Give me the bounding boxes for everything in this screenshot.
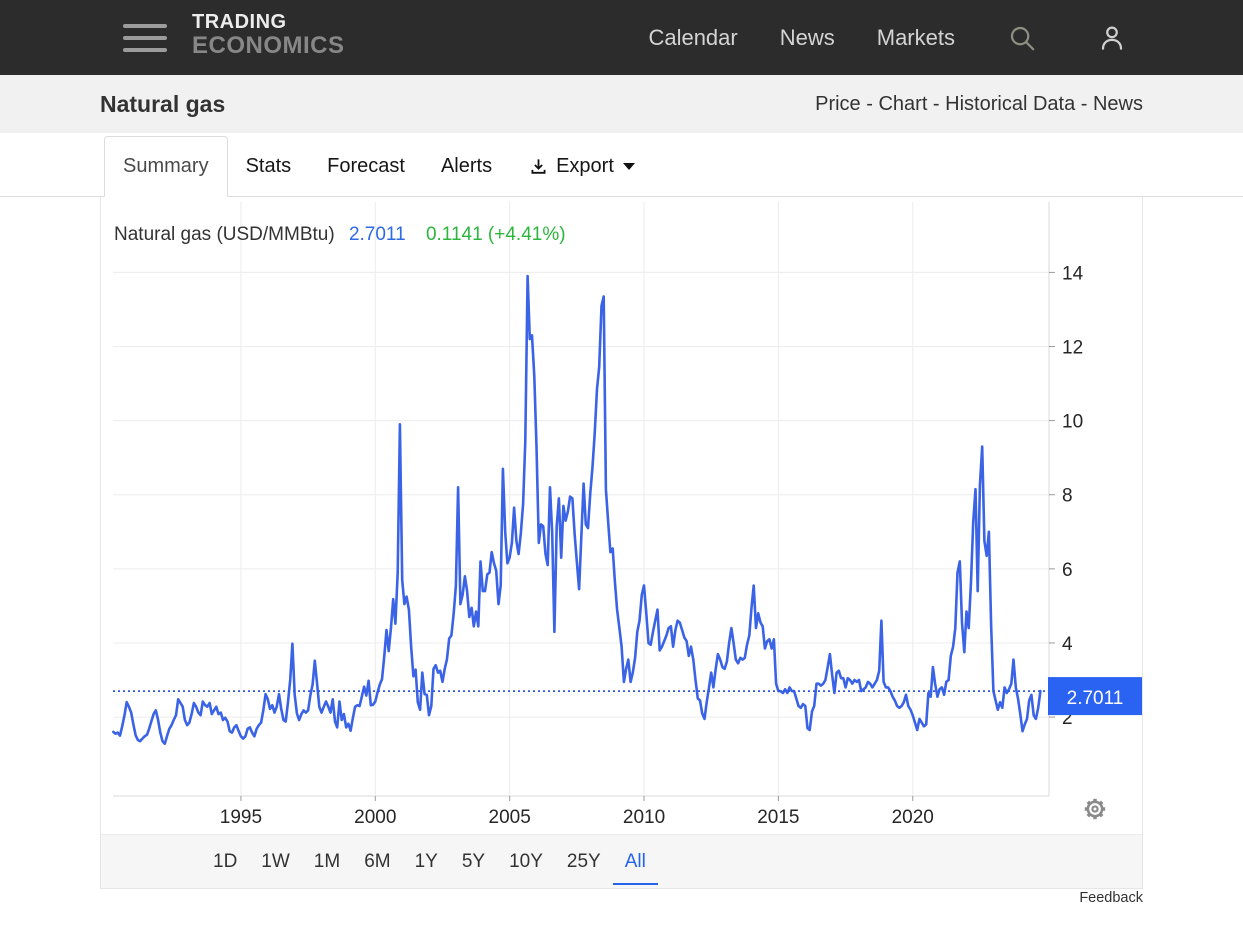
y-tick-label: 6 — [1062, 560, 1073, 581]
y-tick-label: 4 — [1062, 634, 1073, 655]
header-link-news[interactable]: News — [1092, 92, 1143, 115]
y-tick-label: 12 — [1062, 338, 1083, 359]
legend-series-label: Natural gas (USD/MMBtu) — [114, 224, 335, 245]
chart-settings-gear-icon[interactable] — [1082, 796, 1108, 827]
tab-export[interactable]: Export — [510, 136, 653, 196]
x-tick-label: 2015 — [757, 807, 799, 828]
header-link-chart[interactable]: Chart — [878, 92, 928, 115]
logo-line2: ECONOMICS — [192, 32, 345, 59]
header-links: Price - Chart - Historical Data - News — [815, 93, 1143, 116]
nav-link-calendar[interactable]: Calendar — [648, 24, 738, 50]
legend-price: 2.7011 — [348, 224, 406, 245]
nav-links: Calendar News Markets — [606, 0, 1127, 75]
brand-logo[interactable]: TRADING ECONOMICS — [192, 12, 345, 58]
range-all[interactable]: All — [612, 839, 658, 885]
tab-summary[interactable]: Summary — [104, 136, 228, 197]
y-tick-label: 10 — [1062, 412, 1083, 433]
range-25y[interactable]: 25Y — [566, 850, 601, 872]
x-tick-label: 1995 — [220, 807, 262, 828]
range-6m[interactable]: 6M — [364, 850, 391, 872]
top-navbar: TRADING ECONOMICS Calendar News Markets — [0, 0, 1243, 75]
tab-alerts[interactable]: Alerts — [440, 154, 493, 177]
chart-card: 2 4 6 8 10 12 14 1995 2000 2005 2010 2015 2020 2.7011… — [100, 197, 1143, 889]
x-tick-label: 2020 — [892, 807, 934, 828]
current-price-badge — [1048, 677, 1142, 716]
tab-stats[interactable]: Stats — [245, 154, 292, 177]
range-5y[interactable]: 5Y — [461, 850, 486, 872]
download-icon — [528, 156, 549, 177]
separator: - — [927, 92, 946, 115]
y-tick-label: 14 — [1062, 263, 1084, 284]
range-1d[interactable]: 1D — [213, 850, 238, 872]
chevron-down-icon — [622, 162, 635, 170]
separator: - — [1075, 92, 1093, 115]
tab-export-label: Export — [556, 154, 614, 177]
page-title: Natural gas — [100, 90, 226, 117]
range-1w[interactable]: 1W — [261, 850, 290, 872]
nav-link-news[interactable]: News — [779, 24, 835, 50]
x-tick-label: 2005 — [489, 807, 531, 828]
header-link-price[interactable]: Price — [815, 92, 861, 115]
user-icon[interactable] — [1097, 23, 1127, 53]
feedback-link[interactable]: Feedback — [1079, 890, 1143, 906]
range-selector: 1D 1W 1M 6M 1Y 5Y 10Y 25Y All — [101, 834, 1142, 888]
chart-legend: Natural gas (USD/MMBtu) 2.7011 0.1141 (+… — [114, 224, 566, 246]
hamburger-menu-icon[interactable] — [123, 24, 167, 52]
x-tick-label: 2000 — [354, 807, 396, 828]
tab-bar: Summary Stats Forecast Alerts Export — [0, 133, 1243, 197]
logo-line1: TRADING — [192, 11, 287, 33]
legend-change: 0.1141 (+4.41%) — [425, 224, 566, 245]
range-1m[interactable]: 1M — [313, 850, 341, 872]
tab-forecast[interactable]: Forecast — [327, 154, 405, 177]
page-header: Natural gas Price - Chart - Historical D… — [0, 75, 1243, 133]
search-icon[interactable] — [1007, 23, 1037, 53]
y-tick-label: 8 — [1062, 486, 1073, 507]
x-tick-label: 2010 — [623, 807, 665, 828]
price-chart[interactable]: 2 4 6 8 10 12 14 1995 2000 2005 2010 2015 2020 2.7011 — [101, 197, 1142, 834]
range-10y[interactable]: 10Y — [509, 850, 543, 872]
header-link-historical-data[interactable]: Historical Data — [945, 92, 1076, 115]
nav-link-markets[interactable]: Markets — [876, 24, 955, 50]
price-line-series — [112, 274, 1042, 746]
range-1y[interactable]: 1Y — [414, 850, 438, 872]
y-tick-label: 2 — [1062, 708, 1073, 729]
current-price-badge-label: 2.7011 — [1067, 688, 1124, 709]
chart-area: 2 4 6 8 10 12 14 1995 2000 2005 2010 2015 2020 2.7011… — [101, 197, 1142, 834]
separator: - — [860, 92, 879, 115]
